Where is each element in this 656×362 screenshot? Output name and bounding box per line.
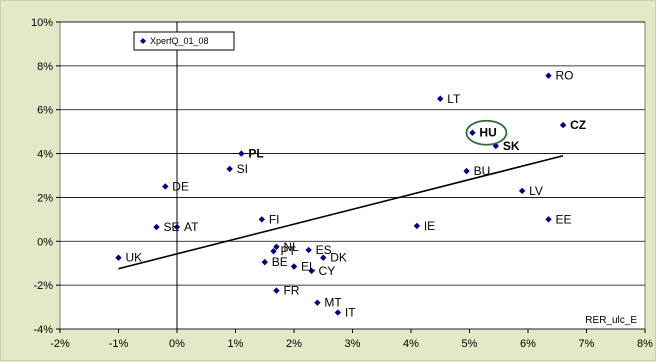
data-point-dk	[320, 254, 327, 261]
y-tick-label: -4%	[33, 324, 53, 336]
data-point-cz	[559, 121, 567, 129]
data-label-cz: CZ	[570, 118, 586, 132]
data-label-lt: LT	[447, 92, 461, 106]
data-point-nl	[273, 243, 280, 250]
data-label-be: BE	[272, 255, 288, 269]
y-tick-label: 8%	[37, 61, 53, 73]
x-tick-label: 3%	[345, 338, 361, 350]
data-points	[115, 72, 567, 316]
legend-label: XperfQ_01_08	[150, 36, 209, 46]
data-point-es	[305, 246, 312, 254]
data-point-be	[261, 258, 268, 266]
data-label-fi: FI	[269, 212, 280, 226]
data-label-si: SI	[237, 162, 248, 176]
data-point-lv	[518, 187, 526, 195]
data-label-bu: BU	[474, 164, 491, 178]
data-label-es: ES	[316, 243, 332, 257]
y-tick-label: 4%	[37, 149, 53, 161]
y-tick-label: -2%	[33, 280, 53, 292]
x-axis-label: RER_ulc_E	[585, 315, 637, 326]
x-tick-label: -1%	[109, 338, 129, 350]
trendline	[118, 154, 564, 270]
data-point-lt	[437, 95, 444, 102]
x-tick-label: 4%	[403, 338, 419, 350]
data-label-dk: DK	[330, 251, 347, 265]
plot-area	[59, 21, 646, 330]
x-tick-label: 7%	[579, 338, 595, 350]
data-point-ro	[545, 72, 552, 79]
x-tick-label: -2%	[50, 338, 70, 350]
data-label-it: IT	[345, 306, 356, 320]
data-label-at: AT	[184, 220, 199, 234]
y-tick-label: 2%	[37, 192, 53, 204]
data-label-mt: MT	[324, 296, 342, 310]
data-point-ie	[413, 222, 421, 230]
data-point-bu	[463, 167, 470, 175]
y-tick-label: 6%	[37, 105, 53, 117]
x-tick-label: 1%	[228, 338, 244, 350]
data-label-ro: RO	[555, 69, 573, 83]
grid-lines	[60, 21, 645, 330]
data-point-pl	[238, 150, 245, 157]
data-point-fr	[273, 287, 280, 294]
data-point-el	[290, 263, 298, 270]
data-label-fr: FR	[283, 284, 299, 298]
data-label-uk: UK	[126, 251, 143, 265]
data-point-pt	[270, 247, 277, 255]
data-point-uk	[115, 254, 122, 261]
data-point-hu	[469, 129, 476, 136]
data-label-hu: HU	[479, 126, 496, 140]
data-point-si	[226, 165, 233, 173]
data-point-fi	[258, 216, 266, 223]
data-label-lv: LV	[529, 184, 543, 198]
data-point-de	[162, 183, 169, 190]
legend-marker	[140, 38, 146, 44]
data-point-se	[153, 223, 160, 231]
y-tick-label: 10%	[31, 17, 53, 29]
data-label-cy: CY	[319, 264, 336, 278]
data-label-de: DE	[172, 179, 189, 193]
x-tick-label: 0%	[169, 338, 185, 350]
y-tick-label: 0%	[37, 236, 53, 248]
axes: -4% -2% 0% 2% 4% 6% 8% 10% -2% -1% 0% 1% 2% 3% 4% 5% 6% 7…	[31, 17, 653, 350]
x-tick-label: 6%	[520, 338, 536, 350]
legend-box	[133, 31, 235, 51]
data-label-el: EL	[301, 260, 316, 274]
x-tick-label: 5%	[462, 338, 478, 350]
data-label-se: SE	[164, 220, 180, 234]
data-label-ie: IE	[424, 219, 435, 233]
data-point-cy	[308, 267, 315, 275]
data-point-ee	[545, 216, 552, 223]
data-label-ee: EE	[555, 212, 571, 226]
data-point-mt	[314, 299, 321, 306]
trendline-group	[118, 154, 564, 270]
data-label-pl: PL	[248, 147, 263, 161]
highlight-ring	[465, 119, 508, 146]
data-label-nl: NL	[283, 240, 299, 254]
data-label-sk: SK	[503, 139, 520, 153]
x-tick-label: 8%	[637, 338, 653, 350]
data-label-pt: PT	[281, 244, 297, 258]
data-point-at	[173, 223, 181, 231]
x-tick-label: 2%	[286, 338, 302, 350]
legend: XperfQ_01_08	[133, 31, 235, 51]
data-point-it	[334, 309, 342, 316]
